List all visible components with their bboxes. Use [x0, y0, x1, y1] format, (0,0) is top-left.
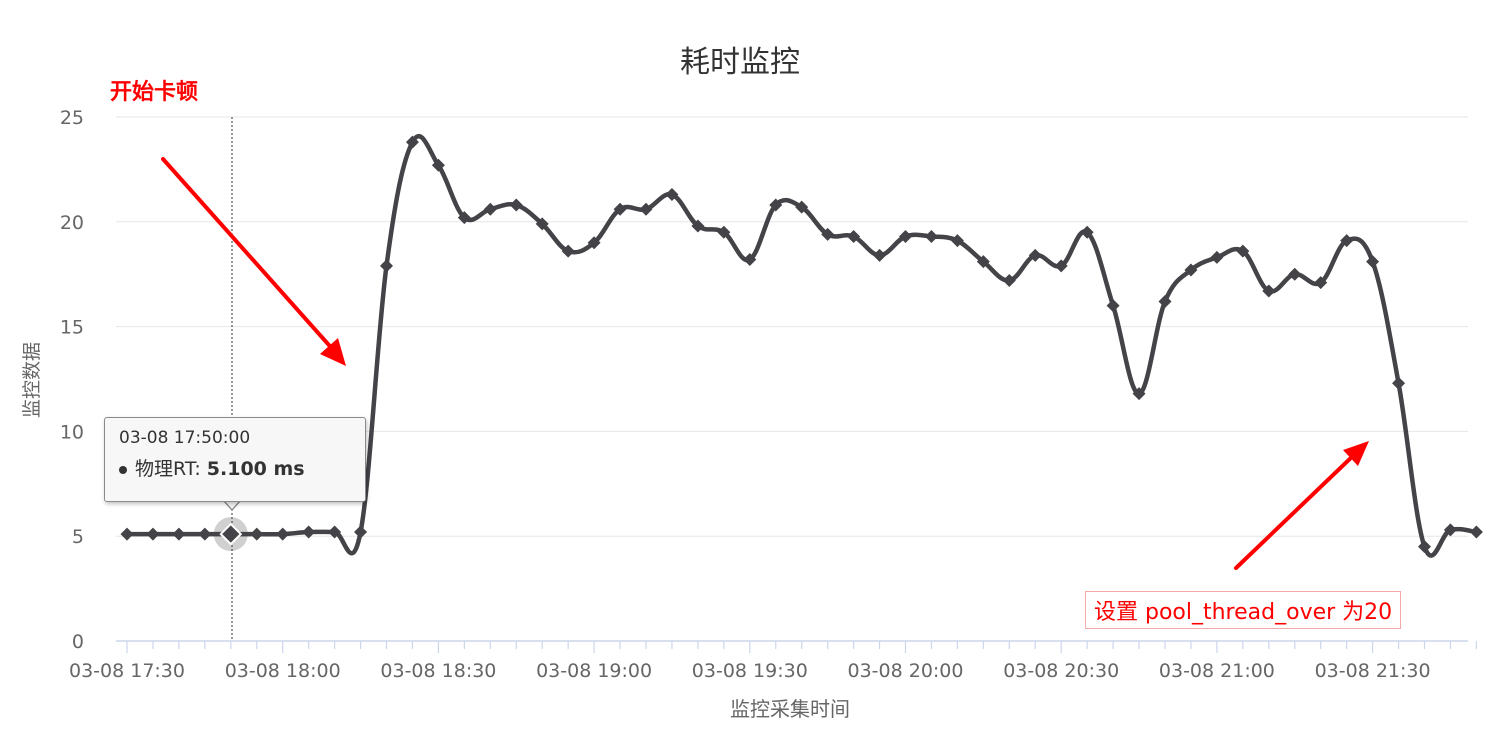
data-point[interactable] [328, 525, 342, 539]
data-point[interactable] [821, 227, 835, 241]
arrow-setting [1234, 441, 1369, 570]
data-point[interactable] [1106, 299, 1120, 313]
data-point[interactable] [1288, 267, 1302, 281]
data-point[interactable] [976, 255, 990, 269]
data-point[interactable] [1028, 248, 1042, 262]
data-point[interactable] [1366, 255, 1380, 269]
tooltip-series-label: 物理RT: [135, 458, 207, 480]
data-point[interactable] [665, 188, 679, 202]
y-axis-label: 监控数据 [21, 342, 43, 418]
data-point[interactable] [146, 527, 160, 541]
series-points [120, 135, 1483, 554]
data-point[interactable] [198, 527, 212, 541]
data-point[interactable] [457, 211, 471, 225]
data-point[interactable] [1392, 376, 1406, 390]
data-point[interactable] [717, 225, 731, 239]
x-tick-label: 03-08 18:00 [225, 660, 341, 682]
y-tick-label: 20 [60, 212, 84, 234]
data-point[interactable] [795, 200, 809, 214]
x-tick-label: 03-08 21:30 [1315, 660, 1431, 682]
data-point[interactable] [1080, 225, 1094, 239]
data-point[interactable] [1469, 525, 1483, 539]
tooltip-row: 物理RT: 5.100 ms [119, 454, 351, 481]
data-point[interactable] [1314, 276, 1328, 290]
data-point-hovered[interactable] [219, 522, 243, 546]
data-point[interactable] [847, 229, 861, 243]
data-point[interactable] [613, 202, 627, 216]
x-tick-label: 03-08 20:00 [847, 660, 963, 682]
data-point[interactable] [1158, 294, 1172, 308]
y-tick-label: 0 [72, 631, 84, 653]
data-point[interactable] [561, 244, 575, 258]
x-tick-label: 03-08 19:00 [536, 660, 652, 682]
data-point[interactable] [743, 253, 757, 267]
y-tick-label: 10 [60, 421, 84, 443]
x-tick-label: 03-08 21:00 [1159, 660, 1275, 682]
x-tick-label: 03-08 19:30 [692, 660, 808, 682]
data-point[interactable] [587, 236, 601, 250]
data-point[interactable] [172, 527, 186, 541]
data-point[interactable] [950, 234, 964, 248]
data-point[interactable] [1236, 244, 1250, 258]
data-point[interactable] [1054, 259, 1068, 273]
data-point[interactable] [120, 527, 134, 541]
data-point[interactable] [354, 525, 368, 539]
y-tick-label: 5 [72, 526, 84, 548]
data-point[interactable] [1262, 284, 1276, 298]
x-tick-label: 03-08 20:30 [1003, 660, 1119, 682]
data-point[interactable] [535, 217, 549, 231]
data-point[interactable] [924, 229, 938, 243]
data-point[interactable] [483, 202, 497, 216]
data-point[interactable] [873, 248, 887, 262]
data-point[interactable] [1210, 250, 1224, 264]
tooltip-value: 5.100 ms [206, 458, 305, 480]
annotation-start-lag: 开始卡顿 [110, 80, 199, 105]
y-axis-ticks: 0 5 10 15 20 25 [60, 107, 84, 653]
arrow-start-lag [161, 157, 346, 366]
chart-title: 耗时监控 [680, 45, 800, 80]
tooltip-series-dot [119, 465, 127, 474]
y-tick-label: 15 [60, 317, 84, 339]
y-tick-label: 25 [60, 107, 84, 129]
data-point[interactable] [509, 198, 523, 212]
x-axis-label: 监控采集时间 [730, 697, 850, 721]
data-point[interactable] [1184, 263, 1198, 277]
annotation-setting: 设置 pool_thread_over 为20 [1085, 591, 1402, 629]
data-point[interactable] [691, 219, 705, 233]
data-point[interactable] [431, 158, 445, 172]
annotation-arrows [161, 157, 1369, 570]
data-point[interactable] [250, 527, 264, 541]
x-axis: 03-08 17:30 03-08 18:00 03-08 18:30 03-08 1… [69, 640, 1478, 682]
data-point[interactable] [302, 525, 316, 539]
data-point[interactable] [1132, 387, 1146, 401]
data-point[interactable] [639, 202, 653, 216]
tooltip-tail-inner [224, 500, 240, 509]
data-point[interactable] [769, 198, 783, 212]
data-point[interactable] [276, 527, 290, 541]
tooltip: 03-08 17:50:00 物理RT: 5.100 ms [104, 417, 366, 502]
x-tick-label: 03-08 18:30 [380, 660, 496, 682]
data-point[interactable] [405, 135, 419, 149]
data-point[interactable] [1340, 234, 1354, 248]
data-point[interactable] [1443, 523, 1457, 537]
data-point[interactable] [1418, 540, 1431, 554]
x-tick-label: 03-08 17:30 [69, 660, 185, 682]
tooltip-time: 03-08 17:50:00 [119, 428, 251, 448]
data-point[interactable] [380, 259, 393, 273]
data-point[interactable] [1002, 273, 1016, 287]
data-point[interactable] [899, 229, 912, 243]
